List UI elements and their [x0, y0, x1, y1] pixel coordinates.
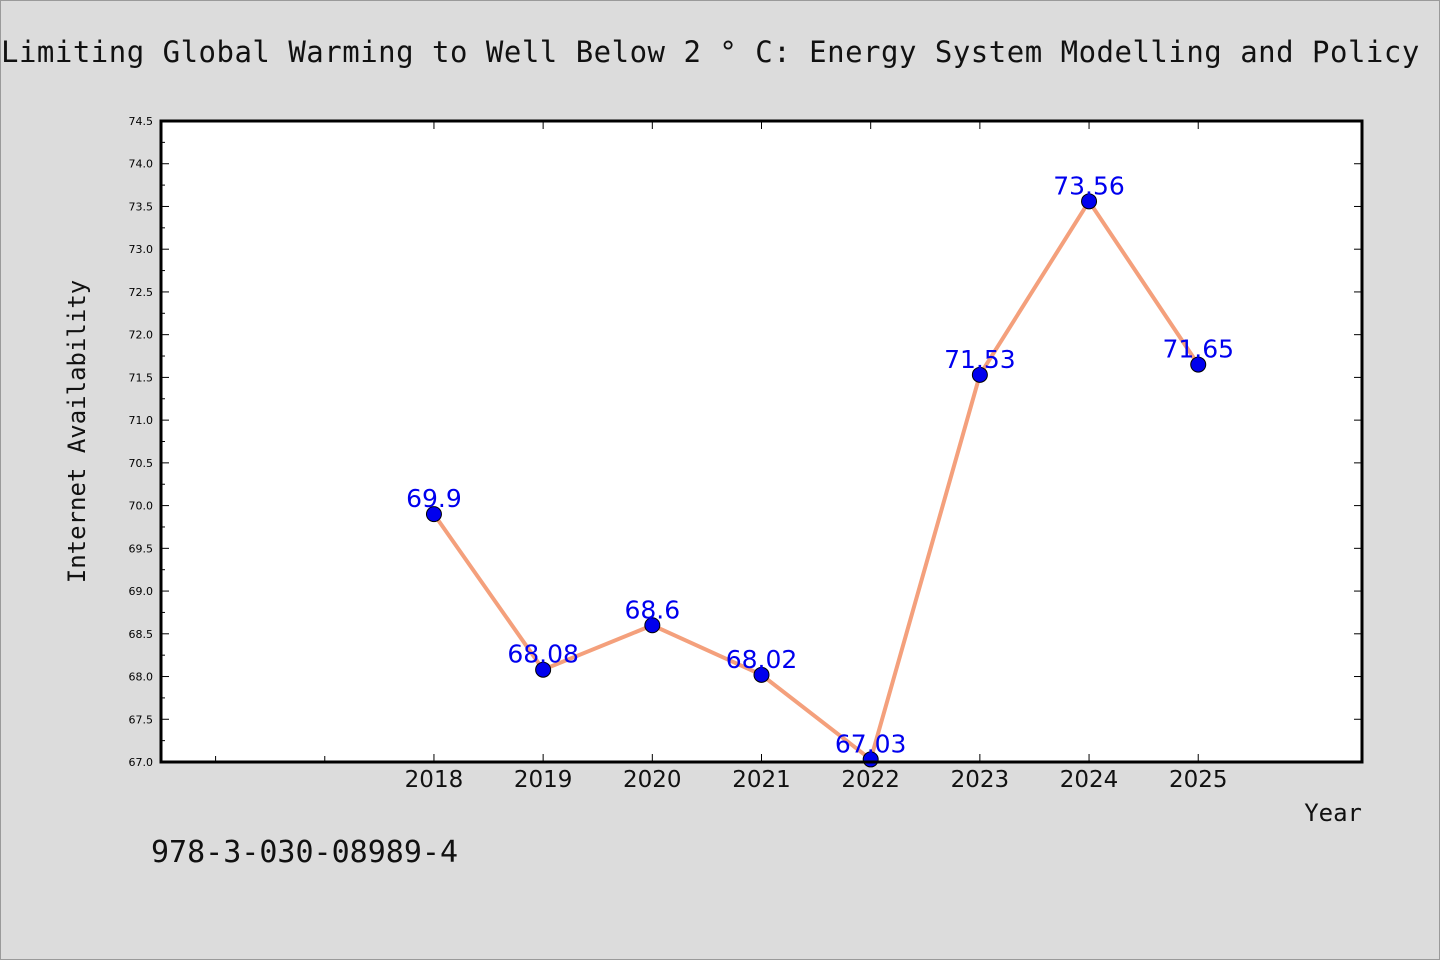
- y-tick-label: 68.0: [129, 671, 154, 684]
- x-tick-label: 2025: [1169, 767, 1228, 793]
- y-tick-label: 71.0: [129, 414, 154, 427]
- data-label: 71.65: [1162, 335, 1234, 364]
- x-tick-label: 2020: [623, 767, 682, 793]
- y-tick-label: 69.5: [129, 542, 154, 555]
- y-tick-label: 72.5: [129, 286, 154, 299]
- data-label: 67.03: [835, 729, 907, 758]
- data-label: 68.08: [507, 640, 579, 669]
- isbn-footnote: 978-3-030-08989-4: [151, 835, 459, 870]
- y-tick-label: 73.0: [129, 243, 154, 256]
- y-tick-label: 67.0: [129, 756, 154, 769]
- y-tick-label: 74.0: [129, 158, 154, 171]
- y-tick-label: 70.5: [129, 457, 154, 470]
- y-tick-label: 68.5: [129, 628, 154, 641]
- x-axis-label: Year: [1304, 799, 1362, 827]
- plot-border: [159, 119, 1364, 764]
- data-point: [1190, 356, 1207, 373]
- y-tick-label: 67.5: [129, 713, 154, 726]
- data-point: [425, 506, 442, 523]
- chart-title-text: Limiting Global Warming to Well Below 2 …: [1, 35, 1439, 69]
- data-point: [753, 666, 770, 683]
- x-tick-label: 2019: [514, 767, 573, 793]
- data-label: 68.02: [726, 645, 798, 674]
- plot-area: [161, 121, 1362, 762]
- chart-title: Limiting Global Warming to Well Below 2 …: [1, 35, 1439, 75]
- y-tick-label: 72.0: [129, 329, 154, 342]
- data-point: [535, 661, 552, 678]
- y-tick-label: 73.5: [129, 200, 154, 213]
- y-tick-label: 70.0: [129, 500, 154, 513]
- data-point: [1081, 193, 1098, 210]
- x-tick-label: 2021: [732, 767, 791, 793]
- series-line: [431, 199, 1201, 762]
- y-tick-label: 74.5: [129, 115, 154, 128]
- data-point: [971, 366, 988, 383]
- data-label: 68.6: [624, 595, 680, 624]
- data-point: [644, 617, 661, 634]
- data-label: 71.53: [944, 345, 1016, 374]
- y-axis-label: Internet Availability: [63, 280, 91, 583]
- x-tick-label: 2024: [1060, 767, 1119, 793]
- x-tick-label: 2018: [405, 767, 464, 793]
- data-label: 69.9: [406, 484, 462, 513]
- y-tick-label: 69.0: [129, 585, 154, 598]
- x-tick-label: 2023: [951, 767, 1010, 793]
- y-tick-label: 71.5: [129, 371, 154, 384]
- x-tick-label: 2022: [841, 767, 900, 793]
- data-label: 73.56: [1053, 171, 1125, 200]
